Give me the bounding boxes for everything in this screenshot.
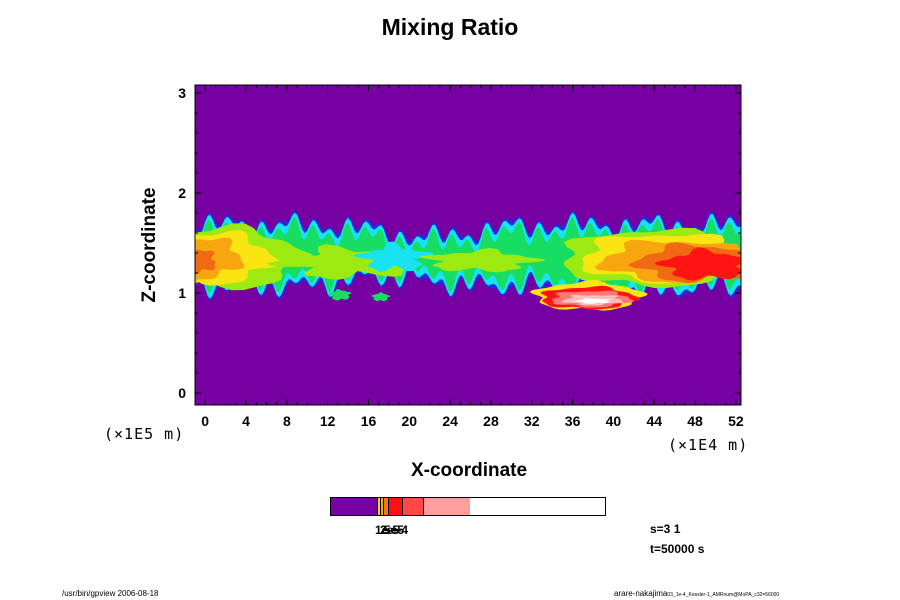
mixing-layer [195,210,741,311]
left-dark-orange [195,249,216,275]
colorbar-labels: 1e-5 2e-5 5e-4 [330,523,610,539]
plot-frame [194,84,742,406]
x-tick-label: 48 [687,413,703,429]
s-label: s=3 1 [650,522,681,536]
x-tick-label: 28 [483,413,499,429]
y-unit-label: (×1E5 m) [104,425,185,443]
x-tick-label: 12 [319,413,336,429]
x-tick-label: 52 [728,413,744,429]
colorbar-label: 5e-4 [383,523,409,537]
right-red [654,247,741,281]
y-axis-label: Z-coordinate [139,187,160,303]
x-tick-label: 24 [442,413,458,429]
footer-right-main: arare-nakajima [614,589,668,598]
footer-left: /usr/bin/gpview 2006-08-18 [62,589,159,598]
simulation-info: s=3 1 t=50000 s [650,519,704,559]
x-tick-label: 0 [201,413,210,429]
mid-cyan [353,241,435,272]
mid-lime-2 [419,248,545,273]
x-tick-label: 4 [242,413,250,429]
chart-title: Mixing Ratio [381,14,519,40]
colorbar-segment [403,498,424,515]
x-tick-label: 44 [646,413,663,429]
small-blob-2 [371,292,391,302]
y-tick-label: 0 [178,385,186,401]
x-tick-label: 20 [401,413,418,429]
colorbar [330,497,606,516]
colorbar-segment [381,498,384,515]
x-unit-label: (×1E4 m) [668,436,749,454]
peak-white [572,298,611,304]
colorbar-label: 1e-5 [374,523,400,537]
y-tick-label: 1 [178,285,186,301]
y-tick-label: 2 [178,185,186,201]
x-tick-label: 8 [282,413,291,429]
colorbar-segment [389,498,403,515]
small-blob-1 [327,288,352,301]
colorbar-label: 2e-5 [379,523,405,537]
x-tick-label: 16 [360,413,377,429]
colorbar-segment [378,498,381,515]
footer-right-small: 03_1e-4_Kessler-1_AMRnum@MoPA_c32=56000 [667,592,780,598]
colorbar-segment [424,498,470,515]
footer-right: arare-nakajima03_1e-4_Kessler-1_AMRnum@M… [614,589,779,598]
x-axis-label: X-coordinate [410,460,528,481]
y-tick-label: 3 [178,85,186,101]
x-tick-label: 40 [605,413,622,429]
x-tick-label: 36 [564,413,581,429]
colorbar-segment [384,498,389,515]
t-label: t=50000 s [650,542,705,556]
colorbar-segment [331,498,378,515]
x-tick-label: 32 [523,413,540,429]
